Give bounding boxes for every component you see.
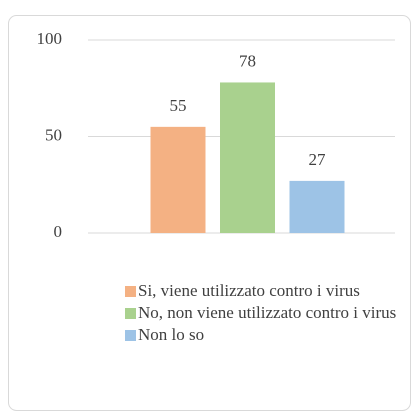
- chart-border: [8, 15, 411, 411]
- legend-entry: Si, viene utilizzato contro i virus: [125, 280, 415, 302]
- data-label: 78: [239, 51, 256, 70]
- data-label: 55: [170, 96, 187, 115]
- legend-entry: Non lo so: [125, 324, 415, 346]
- legend-label: No, non viene utilizzato contro i virus: [138, 303, 397, 322]
- legend: Si, viene utilizzato contro i virus No, n…: [125, 280, 415, 346]
- legend-swatch: [125, 286, 136, 297]
- data-label: 27: [309, 150, 327, 169]
- bar: [289, 180, 345, 233]
- y-tick-label: 0: [54, 222, 63, 241]
- legend-swatch: [125, 308, 136, 319]
- legend-label: Non lo so: [138, 325, 205, 344]
- legend-swatch: [125, 330, 136, 341]
- y-tick-label: 50: [45, 125, 62, 144]
- legend-label: Si, viene utilizzato contro i virus: [138, 281, 360, 300]
- bar: [220, 82, 275, 234]
- bar: [150, 126, 206, 233]
- legend-entry: No, non viene utilizzato contro i virus: [125, 302, 415, 324]
- y-tick-label: 100: [37, 29, 63, 48]
